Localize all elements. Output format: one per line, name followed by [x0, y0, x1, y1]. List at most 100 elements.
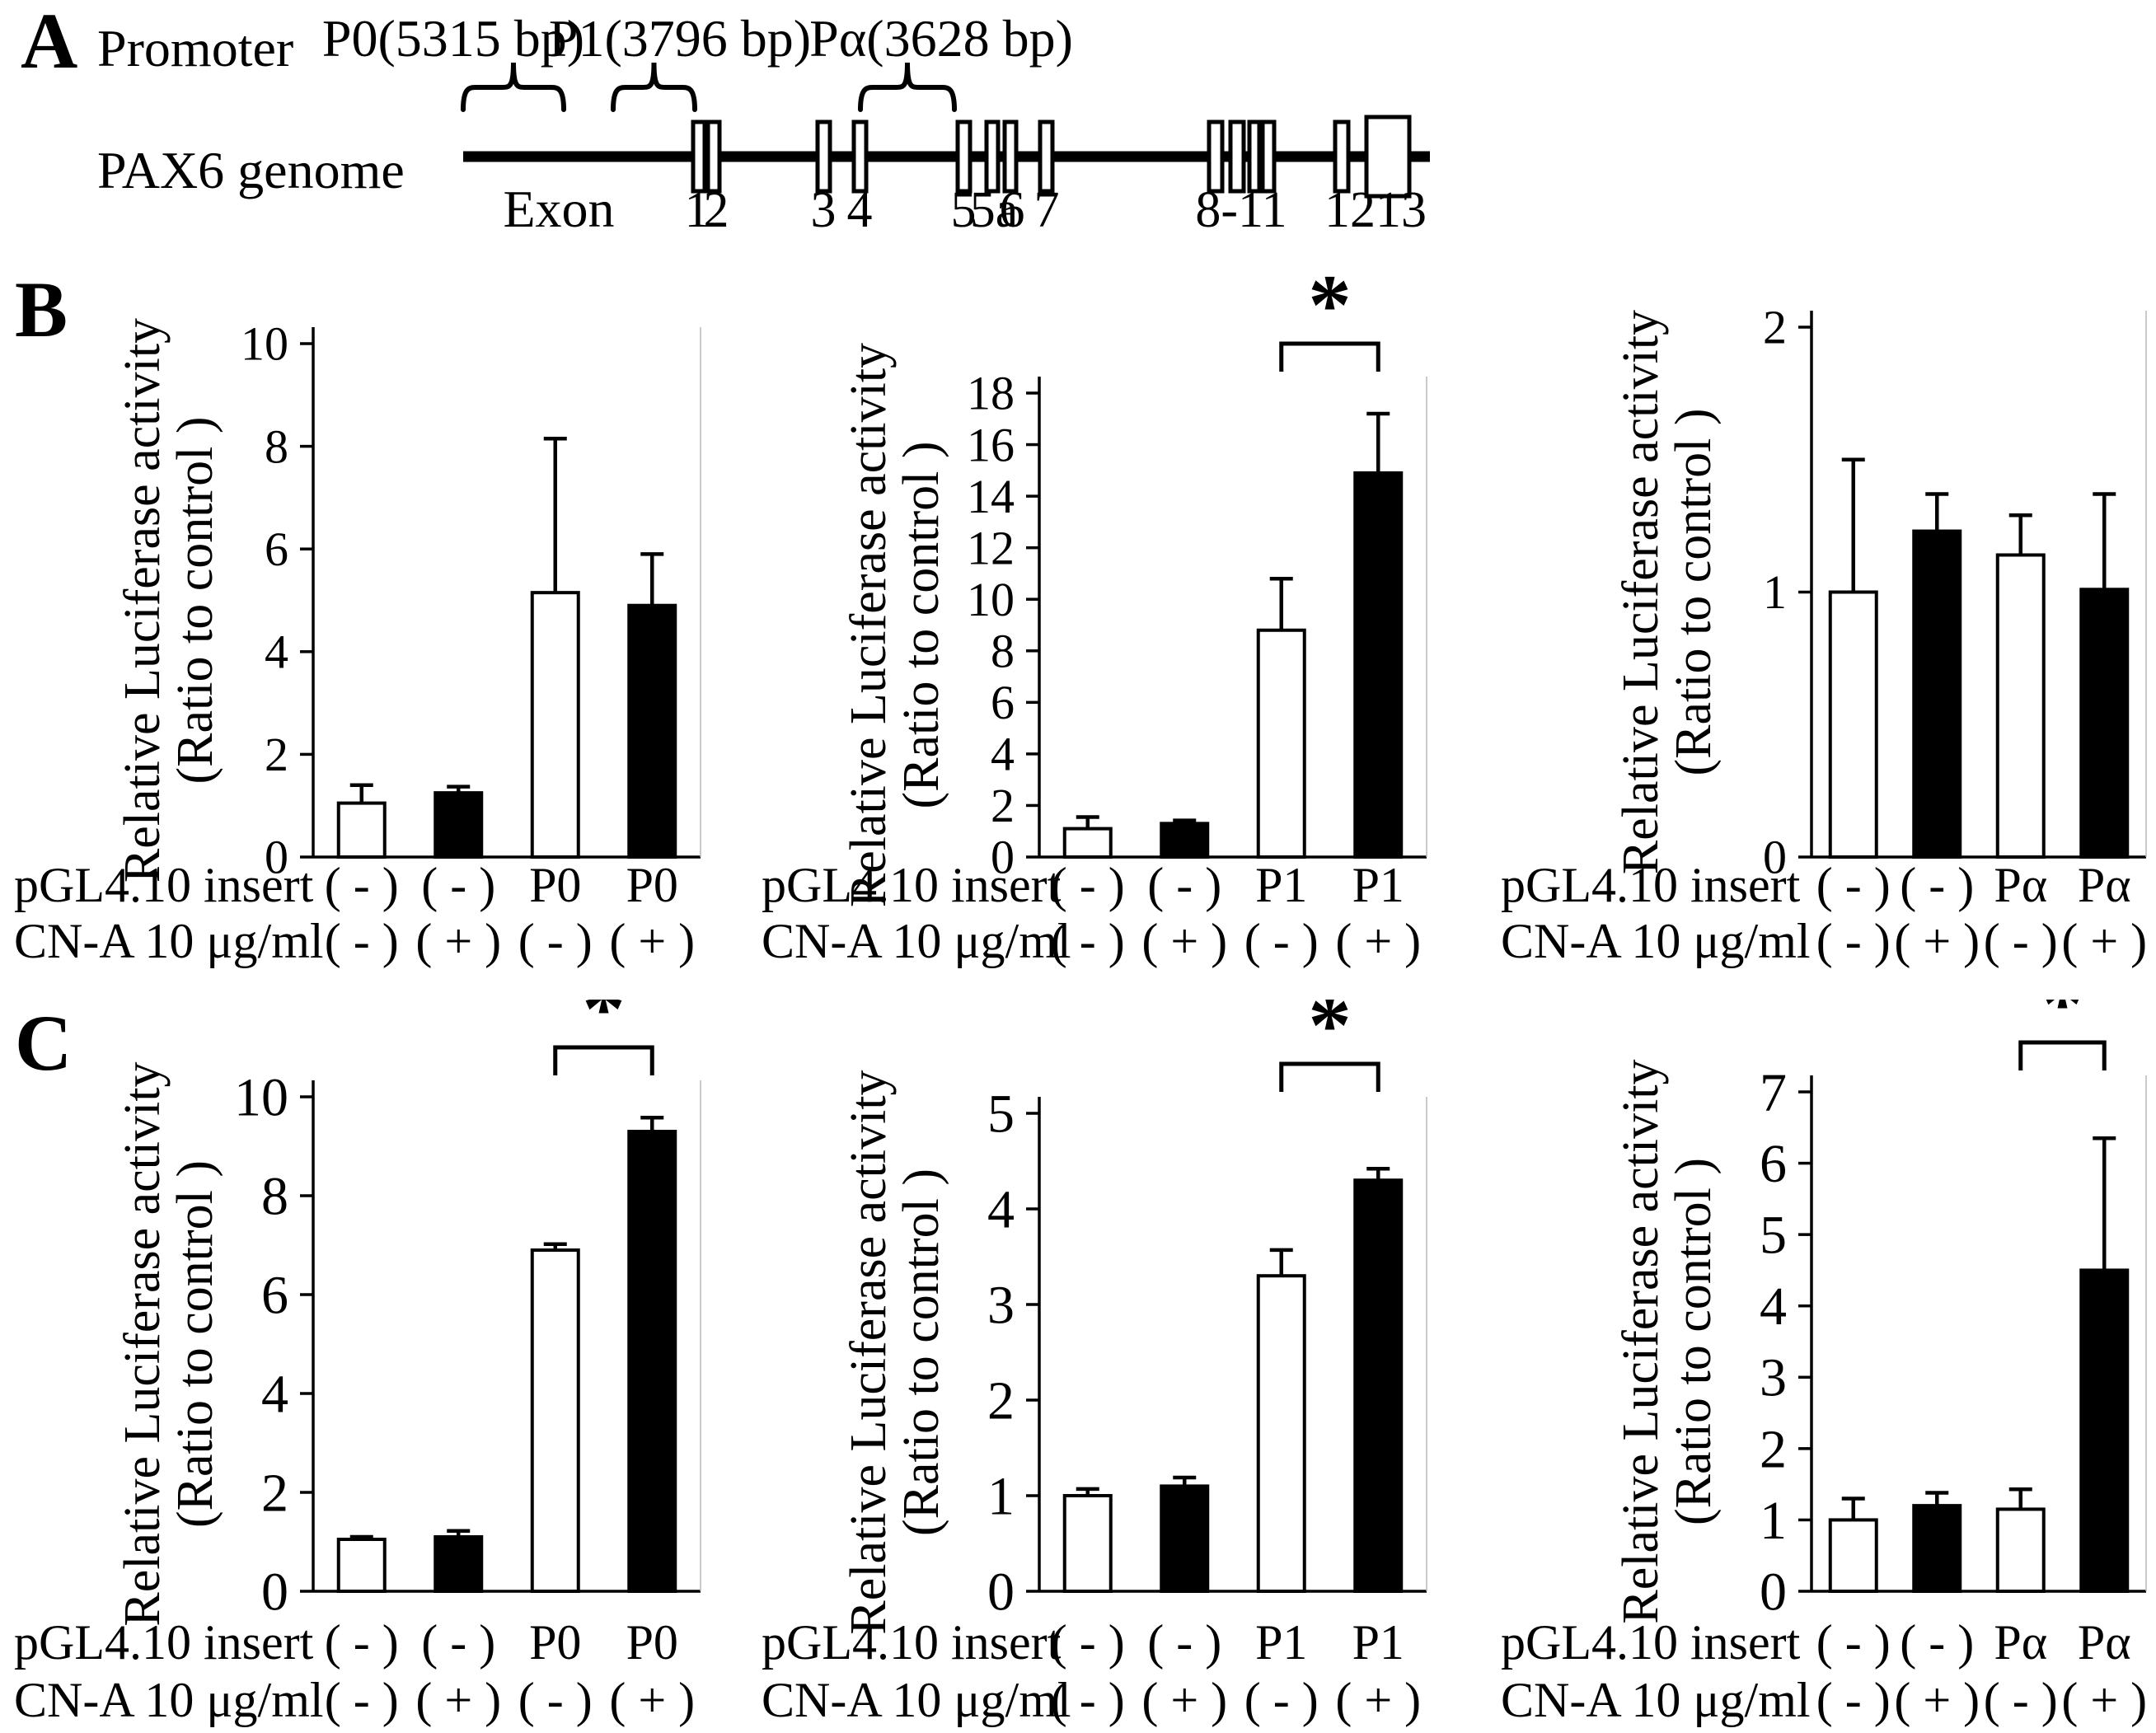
bar — [530, 1248, 580, 1593]
significance-asterisk: * — [1308, 265, 1352, 353]
exon-number: 2 — [704, 182, 729, 238]
y-tick-label: 0 — [1760, 1562, 1787, 1622]
y-axis-title-line1: Relative Luciferase activity — [1613, 310, 1669, 874]
bar — [336, 801, 387, 859]
x-row-value: ( - ) — [421, 858, 495, 912]
x-row-title-cna: CN-A 10 μg/ml — [762, 914, 1071, 968]
x-row-title-cna: CN-A 10 μg/ml — [1501, 1673, 1811, 1727]
exon-box — [1364, 115, 1412, 199]
x-row-title-cna: CN-A 10 μg/ml — [762, 1673, 1071, 1727]
x-row-value: Pα — [2078, 858, 2131, 912]
exon-number: 1 — [685, 182, 710, 238]
x-row-value: ( - ) — [1147, 858, 1221, 912]
exon-box — [1333, 119, 1351, 194]
bar — [434, 1535, 484, 1593]
x-row-title-insert: pGL4.10 insert — [14, 858, 314, 912]
y-tick-label: 6 — [265, 522, 288, 576]
y-axis-title-line1: Relative Luciferase activity — [1613, 1059, 1669, 1623]
y-tick-label: 16 — [967, 418, 1015, 471]
y-tick-label: 6 — [261, 1265, 288, 1325]
bar — [1160, 822, 1210, 859]
bar — [1256, 1274, 1306, 1593]
x-row-value: P1 — [1352, 858, 1404, 912]
x-row-value: ( + ) — [1335, 1673, 1421, 1727]
bar-chart-svg: Relative Luciferase activity(Ratio to co… — [762, 1000, 1427, 1727]
x-row-title-insert: pGL4.10 insert — [762, 858, 1062, 912]
y-axis-title-line2: (Ratio to control ) — [1666, 409, 1722, 776]
y-tick-label: 10 — [234, 1067, 288, 1127]
exon-number: 3 — [811, 182, 837, 238]
promoter-label: P1(3796 bp) — [549, 9, 811, 68]
y-tick-label: 4 — [987, 1179, 1015, 1239]
x-row-value: ( - ) — [421, 1615, 495, 1670]
significance-asterisk: * — [1308, 1000, 1352, 1073]
bar-chart-svg: Relative Luciferase activity(Ratio to co… — [762, 265, 1427, 968]
promoter-heading: Promoter — [97, 19, 293, 77]
x-row-title-cna: CN-A 10 μg/ml — [14, 1673, 324, 1727]
bar — [1912, 529, 1962, 859]
x-row-title-cna: CN-A 10 μg/ml — [14, 914, 324, 968]
x-row-value: P0 — [529, 858, 581, 912]
exon-number: 5 — [951, 182, 977, 238]
x-row-value: P0 — [626, 858, 678, 912]
panel-b-label: B — [15, 265, 68, 354]
exon-box — [815, 119, 832, 194]
bar — [1995, 553, 2046, 859]
x-row-value: ( - ) — [518, 914, 593, 968]
x-row-value: Pα — [1994, 858, 2047, 912]
panel-a-label: A — [21, 0, 78, 85]
exon-box — [1260, 119, 1277, 194]
y-tick-label: 2 — [987, 1370, 1015, 1431]
y-tick-label: 8 — [991, 624, 1015, 677]
y-axis-title-line2: (Ratio to control ) — [893, 442, 949, 809]
exon-box — [705, 119, 722, 194]
exon-box — [691, 119, 707, 194]
chart-panel-B-left: Relative Luciferase activity (Ratio to co… — [0, 265, 719, 999]
x-row-value: ( - ) — [325, 914, 399, 968]
promoter-label: Pα(3628 bp) — [809, 9, 1073, 68]
y-axis-title-line2: (Ratio to control ) — [1666, 1158, 1722, 1525]
y-tick-label: 1 — [1760, 1491, 1787, 1551]
exon-box — [851, 119, 869, 194]
bar — [1828, 590, 1878, 859]
x-row-value: ( + ) — [1141, 1673, 1227, 1727]
chart-panel-C-left: Relative Luciferase activity (Ratio to co… — [0, 1000, 719, 1733]
promoter-brace — [858, 62, 957, 112]
exon-box — [1002, 119, 1019, 194]
pax6-genome-diagram: Promoter PAX6 genome Exon P0(5315 bp)P1(379… — [97, 9, 1430, 238]
significance-bracket — [1279, 341, 1380, 372]
x-row-value: ( + ) — [1894, 914, 1980, 968]
x-row-value: P0 — [626, 1615, 678, 1670]
y-tick-label: 3 — [987, 1275, 1015, 1335]
bar — [336, 1538, 387, 1593]
promoter-brace — [611, 62, 697, 112]
y-tick-label: 5 — [987, 1084, 1015, 1144]
x-row-value: ( - ) — [1900, 1615, 1974, 1670]
exon-heading: Exon — [503, 180, 614, 238]
y-tick-label: 4 — [261, 1364, 288, 1424]
y-axis-title-line1: Relative Luciferase activity — [115, 1061, 171, 1626]
y-tick-label: 0 — [987, 1562, 1015, 1622]
bar — [1062, 827, 1113, 859]
y-tick-label: 0 — [261, 1562, 288, 1622]
exon-number: 4 — [847, 182, 873, 238]
y-axis-title-line1: Relative Luciferase activity — [841, 343, 897, 907]
x-row-value: P0 — [529, 1615, 581, 1670]
x-row-value: ( + ) — [2061, 914, 2147, 968]
bar — [434, 791, 484, 859]
y-tick-label: 5 — [1760, 1206, 1787, 1266]
x-row-value: ( - ) — [1816, 1673, 1891, 1727]
y-tick-label: 8 — [265, 419, 288, 473]
y-tick-label: 7 — [1760, 1062, 1787, 1122]
y-tick-label: 3 — [1760, 1348, 1787, 1408]
x-row-value: ( - ) — [1816, 1615, 1891, 1670]
x-row-value: Pα — [1994, 1615, 2047, 1670]
significance-bracket — [553, 1045, 654, 1075]
bar — [530, 591, 580, 859]
significance-bracket — [2018, 1040, 2107, 1070]
exon-number: 6 — [1000, 182, 1025, 238]
bar — [1353, 471, 1404, 859]
promoter-brace — [461, 62, 566, 112]
y-tick-label: 1 — [987, 1466, 1015, 1526]
